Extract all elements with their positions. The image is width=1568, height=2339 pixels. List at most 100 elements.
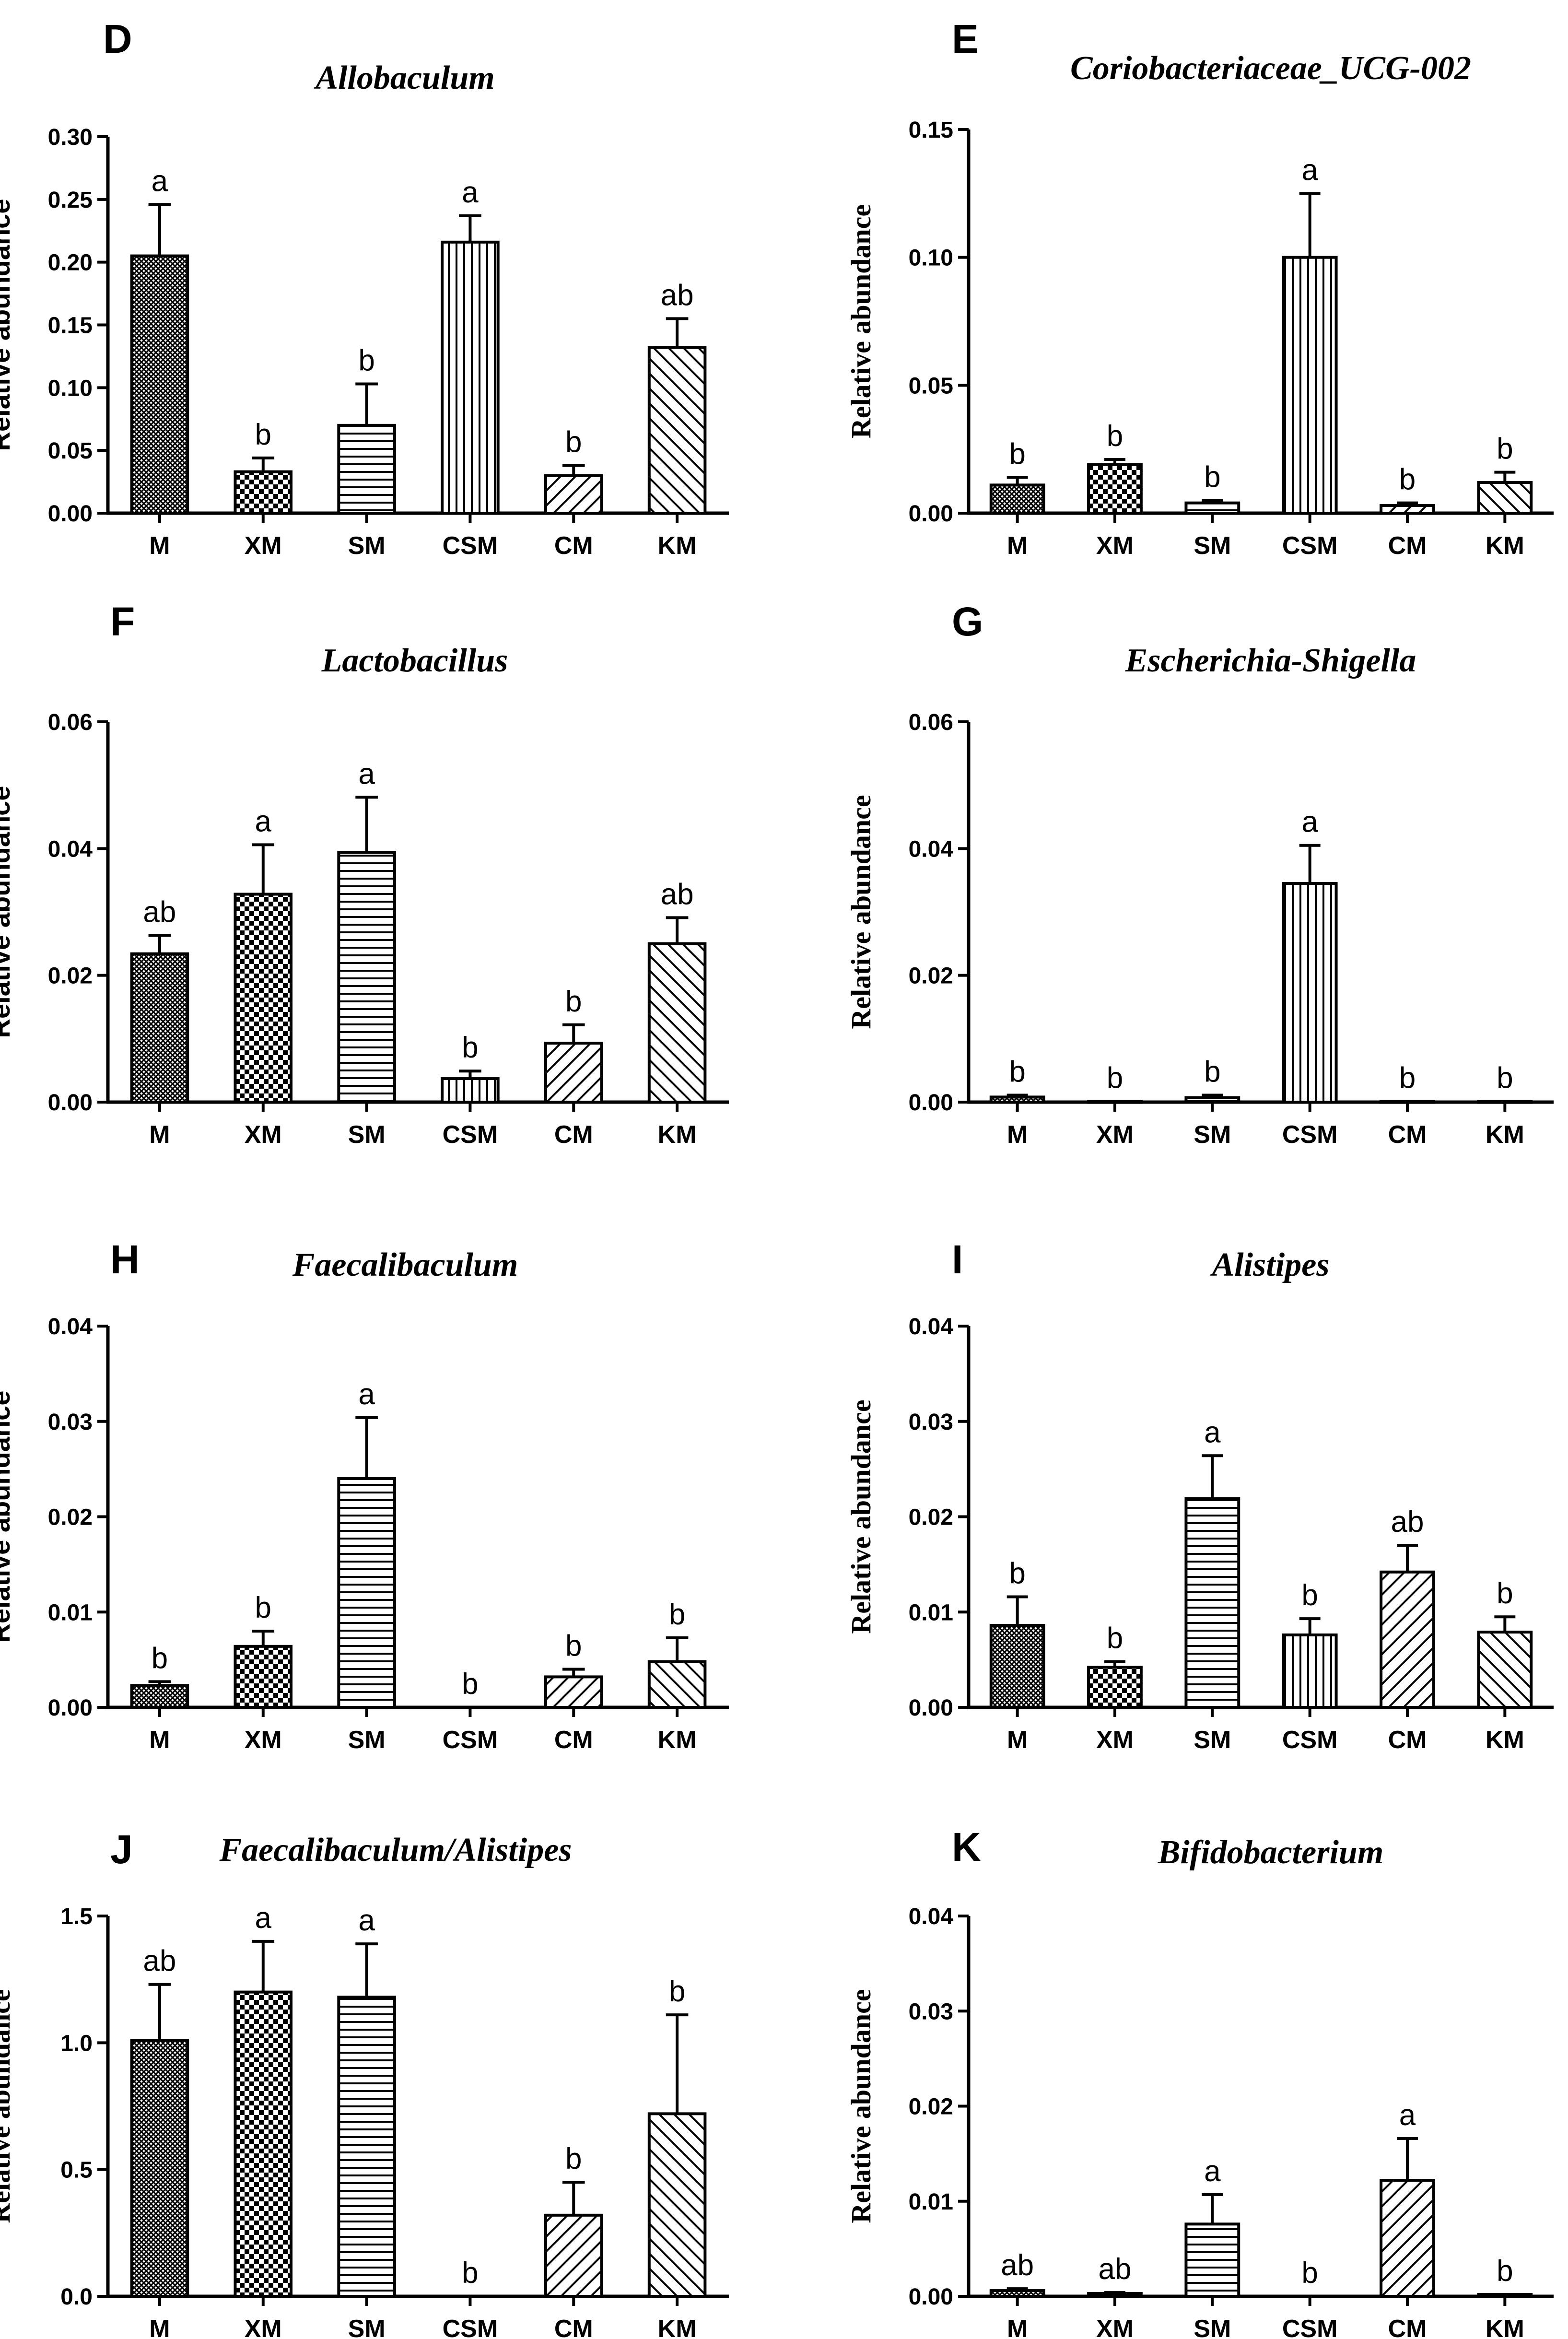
y-tick-label: 0.04 [909,836,954,862]
x-tick-label: M [1007,532,1028,560]
significance-label: a [358,1378,375,1411]
significance-label: ab [661,279,694,312]
x-tick-label: XM [245,1121,282,1149]
bar-xm [1087,463,1143,515]
y-axis-label: Relative abundance [845,1989,877,2223]
bar-km [1477,1100,1533,1104]
significance-label: b [255,418,271,451]
y-tick-label: 0.00 [909,1090,953,1116]
bar-km [647,346,707,515]
bar-csm [1282,1633,1338,1709]
y-tick-label: 0.10 [48,376,93,401]
bar-csm [441,1077,500,1104]
x-tick-label: XM [1096,2315,1134,2339]
y-tick-label: 0.02 [909,964,953,989]
x-tick-label: KM [658,532,697,560]
significance-label: b [1497,1577,1513,1610]
panel-d: D Allobaculum Relative abundance 0.00 0.05 0.… [0,16,729,560]
panel-title: Lactobacillus [321,642,508,679]
bar-m [989,483,1045,515]
bar-sm [1184,2222,1240,2298]
panel-k: K Bifidobacterium Relative abundance 0.00 0.… [845,1824,1554,2339]
x-tick-label: CSM [1282,2315,1338,2339]
panel-j: J Faecalibaculum/Alistipes Relative abunda… [0,1827,729,2339]
bar-xm [1087,1666,1143,1709]
bar-xm [1087,1100,1143,1104]
x-tick-label: SM [348,1121,386,1149]
y-axis-label: Relative abundance [845,1399,877,1634]
panel-e: E Coriobacteriaceae_UCG-002 Relative abund… [845,16,1554,560]
x-tick-label: CSM [1282,532,1338,560]
bar-m [130,254,189,515]
x-tick-label: XM [1096,1726,1134,1754]
significance-label: a [255,1902,272,1935]
y-tick-label: 1.0 [60,2031,93,2056]
panel-title: Escherichia-Shigella [1125,642,1416,679]
x-tick-label: CSM [443,1121,498,1149]
y-tick-label: 0.10 [909,246,953,271]
bar-km [647,2112,707,2298]
significance-label: b [1497,1062,1513,1095]
significance-label: b [1497,433,1513,466]
x-tick-label: SM [348,1726,386,1754]
panel-letter: J [110,1827,133,1872]
bar-csm [1282,882,1338,1104]
y-tick-label: 0.01 [909,1600,953,1625]
y-tick-label: 0.04 [48,1314,93,1340]
significance-label: b [1009,1557,1025,1590]
x-tick-label: SM [1194,2315,1231,2339]
x-tick-label: CM [554,532,593,560]
x-tick-label: SM [348,2315,386,2339]
x-tick-label: XM [245,1726,282,1754]
bar-cm [544,1042,603,1104]
x-tick-label: M [149,1121,170,1149]
y-tick-label: 0.25 [48,188,93,213]
y-tick-label: 0.05 [48,438,93,464]
y-tick-label: 0.01 [48,1600,93,1625]
significance-label: b [1399,463,1416,496]
y-tick-label: 0.04 [48,836,93,862]
y-tick-label: 0.00 [48,1090,93,1116]
bar-m [989,1095,1045,1104]
significance-label: a [255,805,272,838]
x-tick-label: SM [348,532,386,560]
significance-label: a [152,165,168,198]
significance-label: ab [1391,1505,1424,1539]
panel-letter: G [952,599,983,644]
y-tick-label: 1.5 [60,1904,93,1929]
significance-label: ab [143,1945,176,1978]
panel-title: Faecalibaculum/Alistipes [219,1832,572,1869]
y-tick-label: 0.5 [60,2158,93,2183]
y-tick-label: 0.00 [909,1695,953,1721]
bar-m [130,1684,189,1709]
panel-letter: H [110,1237,140,1282]
significance-label: b [1204,460,1220,494]
significance-label: b [1497,2255,1513,2288]
x-tick-label: XM [1096,1121,1134,1149]
panel-letter: K [952,1824,981,1869]
significance-label: b [565,2142,582,2175]
x-tick-label: M [1007,1726,1028,1754]
panel-letter: D [103,16,132,61]
y-tick-label: 0.02 [48,964,93,989]
x-tick-label: XM [1096,532,1134,560]
x-tick-label: M [149,532,170,560]
y-tick-label: 0.0 [60,2284,93,2310]
y-tick-label: 0.02 [48,1505,93,1530]
bar-m [989,1624,1045,1709]
bar-sm [1184,1497,1240,1709]
bar-km [647,942,707,1104]
y-tick-label: 0.30 [48,125,93,150]
panel-title: Faecalibaculum [292,1246,518,1283]
x-tick-label: CM [554,1121,593,1149]
bar-cm [1380,1100,1435,1104]
y-tick-label: 0.06 [909,710,953,735]
panel-title: Coriobacteriaceae_UCG-002 [1070,50,1471,87]
y-tick-label: 0.03 [909,1410,953,1435]
x-tick-label: KM [658,1121,697,1149]
significance-label: b [1301,1579,1318,1612]
y-tick-label: 0.20 [48,250,93,276]
x-tick-label: KM [1486,532,1524,560]
bar-csm [441,240,500,515]
